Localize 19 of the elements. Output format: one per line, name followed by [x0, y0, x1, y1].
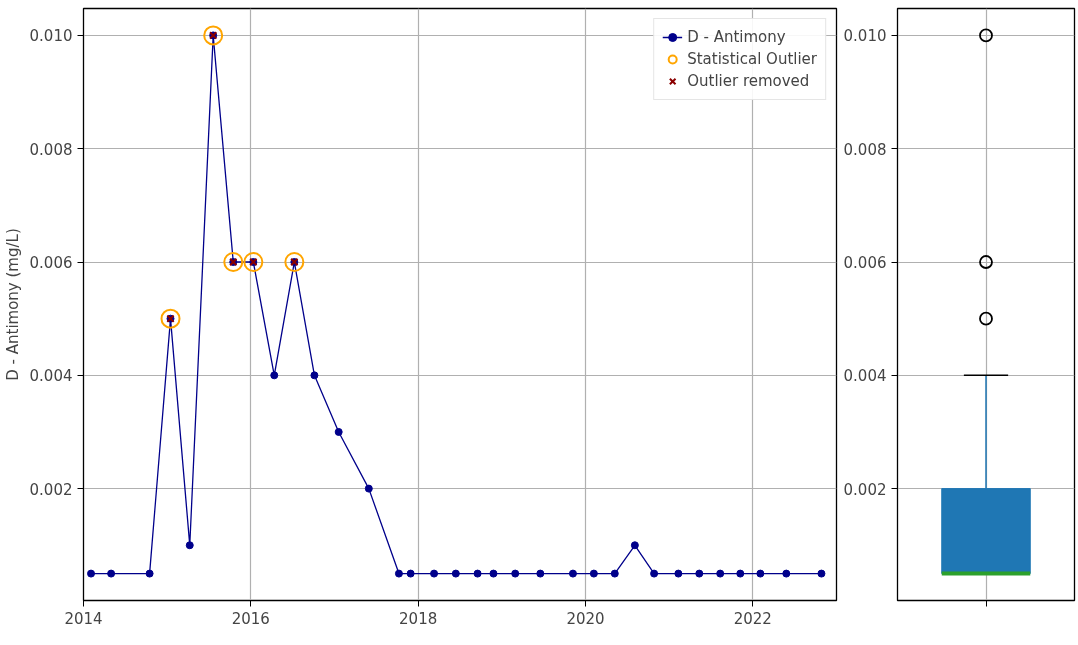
x-tick-label: 2016 — [231, 609, 270, 628]
y-tick-label: 0.004 — [843, 367, 887, 386]
x-tick-label: 2020 — [566, 609, 605, 628]
legend-label: D - Antimony — [687, 28, 786, 46]
y-tick-label: 0.006 — [843, 254, 887, 273]
x-tick-label: 2018 — [399, 609, 438, 628]
x-tick-label: 2014 — [64, 609, 103, 628]
x-tick-label: 2022 — [733, 609, 772, 628]
y-tick-label: 0.002 — [843, 480, 887, 499]
legend-label: Statistical Outlier — [687, 50, 817, 68]
y-tick-label: 0.008 — [843, 140, 887, 159]
y-tick-label: 0.004 — [29, 367, 73, 386]
legend-label: Outlier removed — [687, 72, 810, 90]
y-tick-label: 0.006 — [29, 254, 73, 273]
y-tick-label: 0.010 — [29, 27, 73, 46]
y-axis-title: D - Antimony (mg/L) — [3, 228, 22, 381]
y-tick-label: 0.010 — [843, 27, 887, 46]
y-tick-label: 0.008 — [29, 140, 73, 159]
y-tick-label: 0.002 — [29, 480, 73, 499]
